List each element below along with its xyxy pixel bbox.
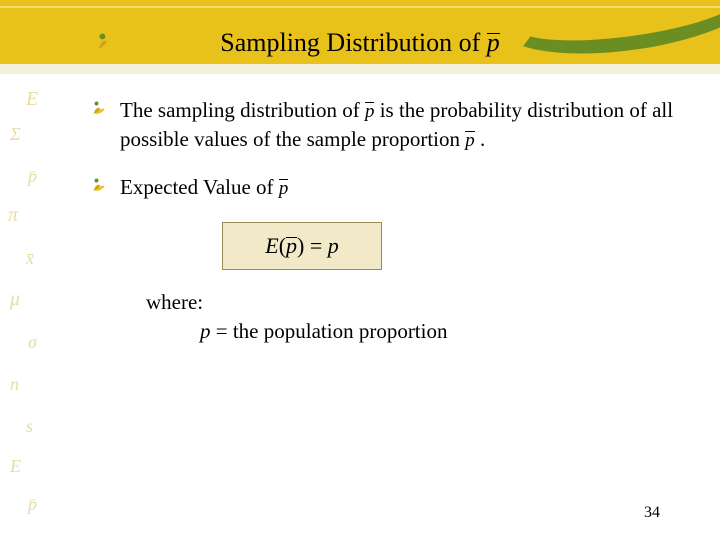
p-bar-symbol: p [465,128,474,154]
p-bar-symbol: p [365,99,374,125]
formula-E: E [265,233,278,258]
p-bar-symbol: p [279,176,288,202]
where-text: = the population proportion [211,319,448,343]
where-line: p = the population proportion [200,317,680,346]
header-bottom-line [0,64,720,74]
bullet-item: The sampling distribution of p is the pr… [92,96,680,153]
formula-equals: = [304,233,327,258]
formula-rhs-p: p [328,233,339,258]
page-number: 34 [644,504,660,522]
title-text: Sampling Distribution of [220,28,487,57]
content-area: The sampling distribution of p is the pr… [92,96,680,346]
where-p-symbol: p [200,319,211,343]
bullet-text: The sampling distribution of [120,98,365,122]
leaf-bullet-icon [92,176,110,194]
bullet-text: . [475,127,486,151]
bullet-text: Expected Value of [120,175,279,199]
page-title: Sampling Distribution of p [0,28,720,58]
bullet-item: Expected Value of p [92,173,680,202]
leaf-bullet-icon [92,99,110,117]
title-symbol-p-bar: p [487,28,500,58]
decorative-left-column: E Σ p̄ π x̄ μ σ n s E p̄ [0,80,52,540]
formula-box: E(p) = p [222,222,382,270]
formula-paren-open: ( [279,233,286,258]
formula-p-bar: p [286,233,297,259]
where-label: where: [146,288,680,317]
where-block: where: p = the population proportion [146,288,680,347]
